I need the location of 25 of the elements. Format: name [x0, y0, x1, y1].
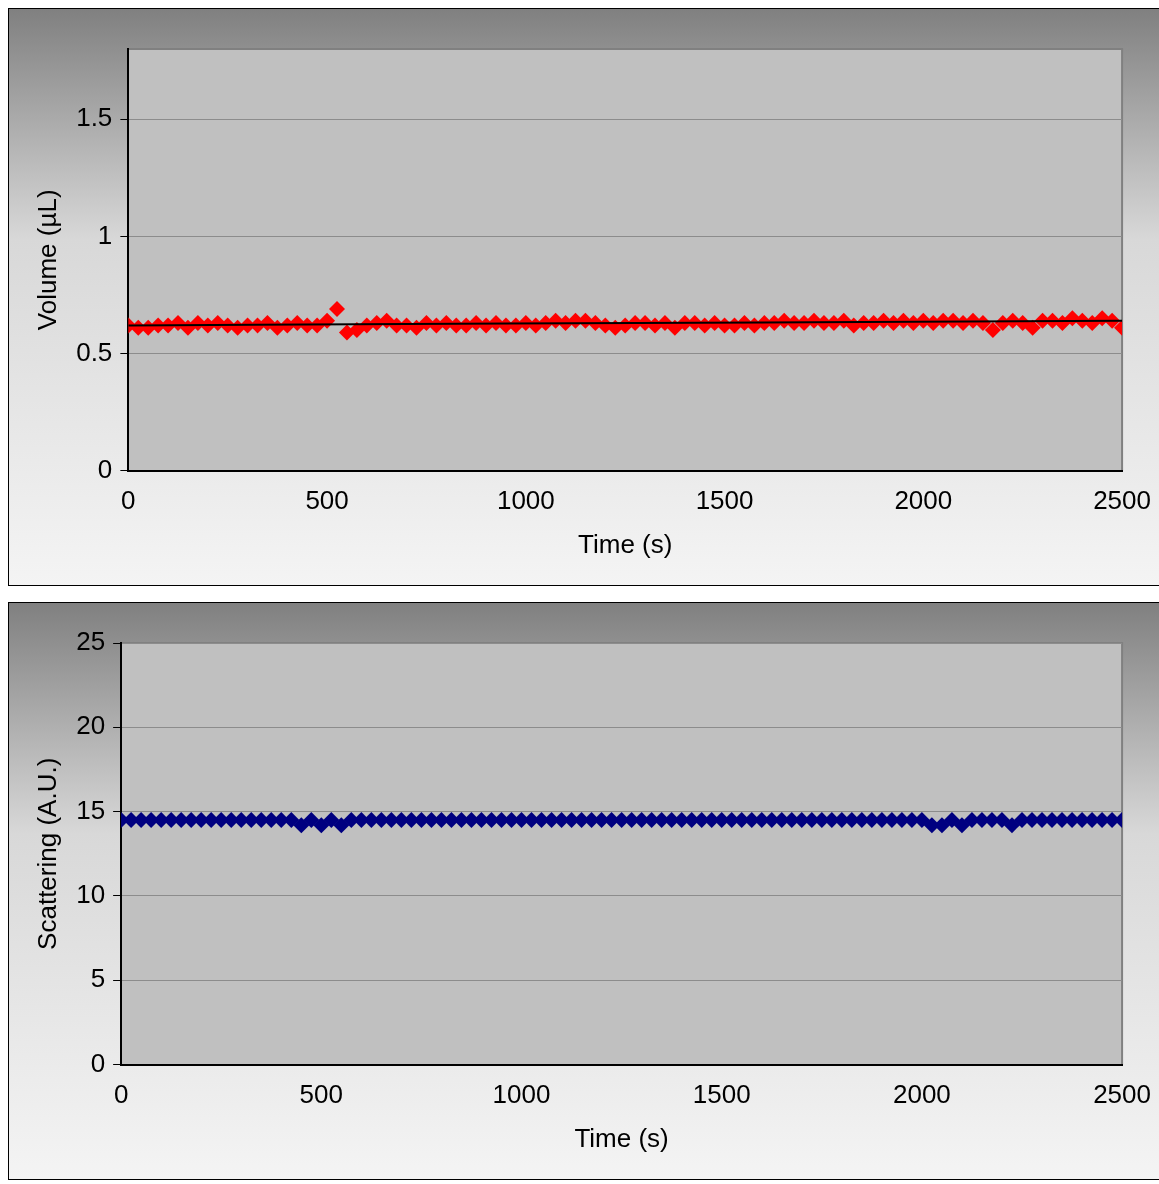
x-tick-label: 500	[299, 1079, 344, 1110]
x-axis-title: Time (s)	[578, 528, 673, 559]
x-tick-label: 500	[305, 485, 349, 516]
x-tick-label: 1500	[695, 485, 754, 516]
y-tick-label: 10	[76, 879, 106, 910]
y-tick-label: 5	[90, 963, 106, 994]
x-tick-label: 1000	[496, 485, 555, 516]
y-axis-title: Scattering (A.U.)	[31, 757, 62, 950]
x-tick-label: 2000	[894, 485, 953, 516]
y-tick-label: 25	[76, 626, 106, 657]
x-tick-label: 1000	[492, 1079, 551, 1110]
x-tick-label: 2500	[1093, 485, 1151, 516]
y-tick-label: 1	[97, 219, 113, 250]
y-tick-label: 15	[76, 794, 106, 825]
x-tick-label: 1500	[692, 1079, 751, 1110]
y-axis-title: Volume (µL)	[31, 189, 62, 331]
y-tick-label: 0.5	[76, 336, 113, 367]
x-tick-label: 2000	[892, 1079, 951, 1110]
x-axis-title: Time (s)	[574, 1122, 669, 1153]
y-tick-label: 20	[76, 710, 106, 741]
y-tick-label: 1.5	[76, 102, 113, 133]
y-tick-label: 0	[97, 453, 113, 484]
x-tick-label: 2500	[1093, 1079, 1151, 1110]
x-tick-label: 0	[121, 485, 136, 516]
y-tick-label: 0	[90, 1047, 106, 1078]
